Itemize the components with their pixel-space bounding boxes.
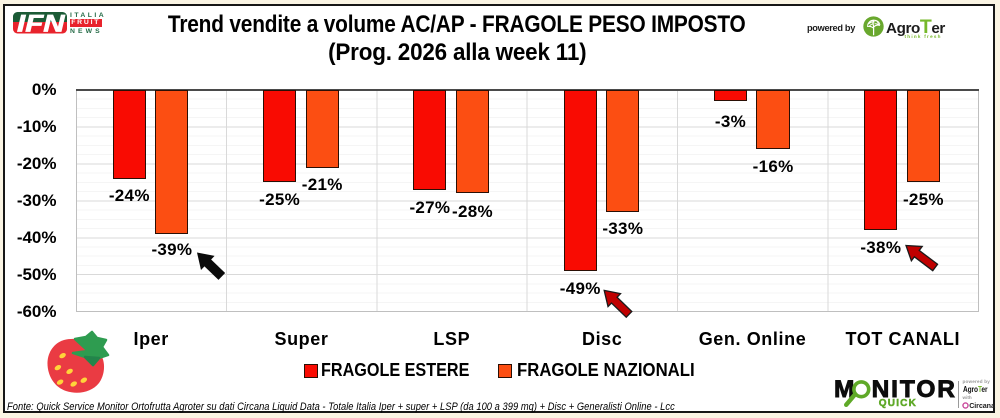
svg-text:IFN: IFN [17, 12, 65, 34]
